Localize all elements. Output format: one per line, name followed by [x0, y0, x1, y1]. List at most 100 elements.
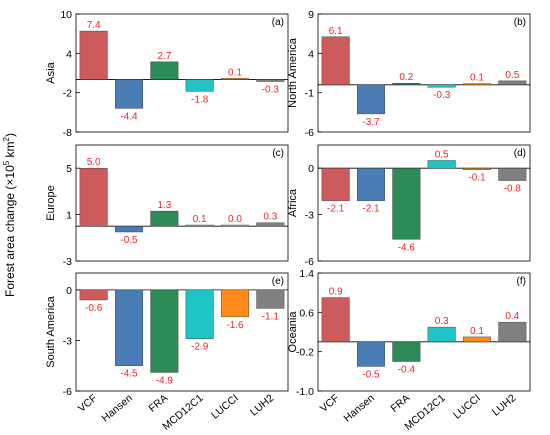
panel-frame — [75, 144, 289, 262]
data-label-fra: -0.4 — [398, 365, 416, 376]
data-label-luh2: 0.3 — [263, 212, 277, 223]
data-label-mcd12c1: 0.1 — [193, 214, 207, 225]
region-label: Africa — [287, 188, 299, 217]
data-label-luh2: 0.5 — [505, 70, 519, 81]
data-label-vcf: 7.4 — [87, 20, 101, 31]
bar-luh2 — [256, 289, 285, 309]
data-label-vcf: -2.1 — [327, 204, 345, 215]
bar-fra — [150, 289, 179, 373]
region-label: South America — [45, 295, 57, 367]
x-tick-label-hansen: Hansen — [341, 392, 377, 425]
bar-hansen — [357, 341, 385, 367]
bar-vcf — [321, 297, 350, 343]
y-tick-label: -3 — [63, 335, 72, 347]
region-label: North America — [287, 37, 299, 108]
panel-letter: (d) — [514, 148, 526, 159]
bar-luh2 — [256, 222, 285, 227]
bar-lucci — [463, 167, 491, 170]
panel-north-america: -6 -1 4 9 North America (b) 6.1 -3.7 0.2 -0.3 0.1 0… — [287, 9, 531, 139]
panel-frame — [317, 144, 531, 262]
region-label: Oceania — [287, 311, 299, 353]
panel-frame — [75, 272, 289, 392]
data-label-hansen: -4.5 — [120, 369, 138, 380]
data-label-vcf: 0.9 — [329, 287, 343, 298]
data-label-fra: 0.2 — [399, 72, 413, 83]
bar-vcf — [79, 167, 108, 227]
y-tick-label: 1 — [66, 210, 72, 222]
x-tick-label-fra: FRA — [146, 392, 170, 415]
data-label-lucci: 0.0 — [228, 214, 242, 225]
data-label-hansen: -0.5 — [362, 369, 380, 380]
bar-fra — [392, 83, 421, 86]
data-label-mcd12c1: -1.8 — [191, 94, 209, 105]
bar-mcd12c1 — [185, 289, 214, 339]
bar-lucci — [221, 224, 249, 227]
y-tick-label: 0 — [308, 163, 314, 175]
data-label-fra: -4.9 — [156, 375, 174, 386]
y-tick-label: -2 — [63, 88, 72, 100]
y-tick-label: -0.2 — [296, 347, 314, 359]
data-label-luh2: 0.4 — [505, 311, 519, 322]
y-tick-label: -3 — [305, 210, 314, 222]
bar-mcd12c1 — [185, 79, 214, 92]
y-tick-label: -6 — [63, 386, 72, 398]
y-tick-label: 0.6 — [299, 307, 314, 319]
panel-frame — [317, 272, 531, 392]
y-tick-label: 4 — [66, 48, 72, 60]
data-label-hansen: -4.4 — [120, 111, 138, 122]
y-tick-label: 5 — [66, 163, 72, 175]
x-tick-label-lucci: LUCCI — [451, 392, 483, 421]
data-label-vcf: -0.6 — [85, 303, 103, 314]
bar-vcf — [79, 30, 108, 80]
bar-luh2 — [498, 80, 527, 86]
y-axis-label: Forest area change (×105 km2) — [2, 133, 17, 297]
data-label-hansen: -2.1 — [362, 204, 380, 215]
data-label-vcf: 5.0 — [87, 157, 101, 168]
data-label-mcd12c1: 0.5 — [435, 149, 449, 160]
data-label-luh2: -1.1 — [262, 311, 280, 322]
panel-frame — [75, 13, 289, 133]
panel-letter: (c) — [272, 148, 284, 159]
data-label-hansen: -3.7 — [362, 117, 380, 128]
bar-mcd12c1 — [427, 160, 456, 169]
bar-hansen — [115, 225, 143, 233]
bar-hansen — [115, 79, 143, 109]
bar-vcf — [321, 167, 350, 201]
x-tick-label-vcf: VCF — [318, 392, 342, 415]
bar-luh2 — [498, 321, 527, 343]
panel-letter: (b) — [514, 17, 526, 28]
bar-luh2 — [498, 167, 527, 181]
bar-hansen — [357, 84, 385, 115]
panel-letter: (f) — [517, 276, 526, 287]
bar-hansen — [115, 289, 143, 366]
bar-fra — [150, 61, 179, 80]
bar-fra — [150, 210, 179, 227]
data-label-lucci: -1.6 — [226, 320, 244, 331]
data-label-lucci: 0.1 — [470, 73, 484, 84]
data-label-mcd12c1: -2.9 — [191, 342, 209, 353]
panel-oceania: -1.0 -0.2 0.6 1.4 Oceania (f) 0.9 -0.5 -0.4 0.3 0.… — [287, 268, 531, 433]
y-tick-label: -6 — [305, 256, 314, 268]
bar-luh2 — [256, 79, 285, 82]
x-tick-label-lucci: LUCCI — [209, 392, 241, 421]
y-tick-label: 4 — [308, 48, 314, 60]
data-label-luh2: -0.3 — [262, 85, 280, 96]
panels-group: -8-2410Asia(a)7.4-4.42.7-1.80.1-0.3-6-14… — [45, 9, 531, 433]
panel-asia: -8 -2 4 10 Asia (a) 7.4 -4.4 2.7 -1.8 0.1 -0.3 — [45, 9, 289, 139]
x-tick-label-luh2: LUH2 — [248, 392, 276, 419]
panel-africa: -6 -3 0 Africa (d) -2.1 -2.1 -4.6 0.5 -0.1 -0.8 — [287, 144, 531, 268]
bar-mcd12c1 — [427, 326, 456, 343]
bar-mcd12c1 — [185, 224, 214, 227]
bar-lucci — [221, 289, 249, 318]
data-label-vcf: 6.1 — [329, 26, 343, 37]
y-tick-label: 1.4 — [299, 268, 314, 280]
panel-europe: -3 1 5 Europe (c) 5.0 -0.5 1.3 0.1 0.0 0.3 — [45, 144, 289, 268]
bar-lucci — [463, 83, 491, 85]
y-tick-label: -3 — [63, 256, 72, 268]
x-tick-label-luh2: LUH2 — [490, 392, 518, 419]
data-label-lucci: 0.1 — [228, 67, 242, 78]
y-tick-label: -1 — [305, 88, 314, 100]
bar-lucci — [463, 336, 491, 343]
y-tick-label: -6 — [305, 127, 314, 139]
